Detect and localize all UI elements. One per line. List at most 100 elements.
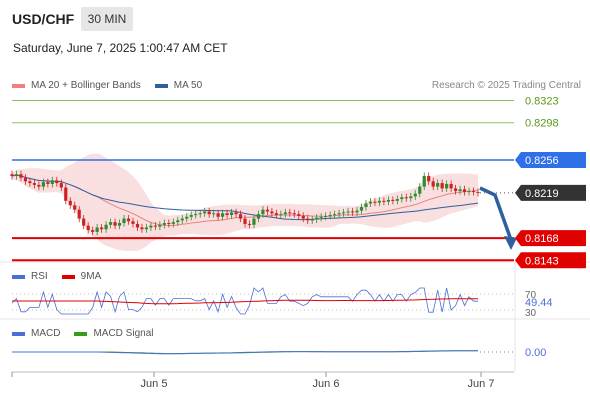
candle-body: [373, 201, 377, 203]
legend-label-9ma: 9MA: [80, 271, 102, 282]
candle-body: [355, 210, 359, 213]
macd-line: [12, 350, 478, 355]
candle-body: [418, 186, 422, 194]
candle-body: [234, 212, 238, 215]
candle-body: [445, 183, 449, 189]
candle-body: [50, 180, 54, 184]
legend-item-9ma[interactable]: 9MA: [61, 271, 102, 282]
candle-body: [216, 213, 220, 217]
level-label: 0.8168: [525, 233, 559, 245]
candle-body: [189, 215, 193, 217]
candle-body: [256, 214, 261, 219]
forecast-arrowhead: [504, 236, 517, 250]
legend-label-ma50: MA 50: [173, 80, 203, 91]
legend-item-macd-signal[interactable]: MACD Signal: [74, 328, 153, 339]
candle-body: [449, 183, 453, 189]
candle-body: [413, 193, 417, 197]
legend-item-ma50[interactable]: MA 50: [154, 80, 203, 91]
legend-label-ma20: MA 20 + Bollinger Bands: [31, 80, 141, 91]
candle-body: [10, 174, 14, 176]
datetime-label: Saturday, June 7, 2025 1:00:47 AM CET: [13, 41, 228, 55]
candle-body: [113, 222, 117, 226]
candle-body: [176, 220, 180, 223]
timeframe-button[interactable]: 30 MIN: [81, 7, 133, 31]
candle-body: [243, 218, 247, 224]
candle-body: [319, 216, 323, 218]
candle-body: [467, 191, 471, 193]
candle-body: [283, 212, 287, 215]
candle-body: [194, 214, 198, 216]
legend-label-rsi: RSI: [31, 271, 48, 282]
candle-body: [382, 200, 386, 202]
candle-body: [404, 197, 408, 199]
legend-item-ma20[interactable]: MA 20 + Bollinger Bands: [12, 80, 141, 91]
candle-body: [409, 196, 413, 199]
candle-body: [91, 230, 95, 232]
candle-body: [476, 191, 480, 193]
macd-signal-swatch: [74, 331, 88, 336]
candle-body: [368, 201, 373, 204]
candle-body: [301, 215, 305, 219]
candle-body: [117, 223, 122, 226]
candle-body: [32, 183, 37, 185]
candle-body: [270, 211, 274, 214]
legend-label-macd: MACD: [31, 328, 61, 339]
candle-body: [122, 218, 126, 224]
candle-body: [126, 218, 131, 222]
candle-body: [64, 187, 68, 201]
candle-body: [310, 219, 314, 221]
candle-body: [41, 182, 45, 187]
level-label: 0.8256: [525, 155, 559, 167]
candle-body: [19, 174, 23, 178]
candle-body: [297, 214, 301, 216]
rsi-level-label: 70: [525, 290, 537, 301]
rsi-swatch: [12, 274, 25, 279]
candle-body: [212, 213, 216, 215]
candle-body: [23, 177, 28, 182]
candle-body: [337, 213, 341, 215]
ma20-swatch: [12, 83, 25, 88]
candle-body: [46, 182, 50, 184]
level-badge: [515, 230, 586, 247]
level-badge: [515, 184, 586, 201]
candle-body: [55, 180, 59, 184]
forecast-arrow: [479, 186, 513, 241]
main-legend: MA 20 + Bollinger Bands MA 50: [12, 80, 216, 91]
x-tick-label: Jun 5: [141, 378, 168, 390]
candle-body: [135, 223, 140, 228]
candle-body: [279, 214, 283, 216]
candle-body: [453, 188, 458, 192]
candle-body: [422, 175, 426, 187]
candle-body: [104, 224, 108, 230]
candle-body: [229, 212, 234, 216]
candle-body: [238, 214, 243, 219]
candle-body: [458, 189, 462, 192]
candle-body: [149, 225, 153, 228]
macd-value-label: 0.00: [525, 347, 546, 359]
level-label: 0.8143: [525, 255, 559, 267]
macd-legend: MACD MACD Signal: [12, 328, 167, 339]
candle-body: [203, 211, 207, 214]
candle-body: [440, 183, 444, 189]
candle-body: [350, 211, 355, 213]
candle-body: [131, 221, 135, 224]
candle-body: [471, 191, 476, 193]
candle-body: [144, 227, 149, 230]
rsi-level-label: 30: [525, 308, 537, 319]
candle-body: [108, 222, 113, 225]
candle-body: [162, 223, 166, 225]
candle-body: [391, 199, 395, 201]
candle-body: [386, 199, 390, 202]
candle-body: [328, 215, 332, 217]
9ma-swatch: [61, 274, 75, 279]
candle-body: [153, 225, 157, 227]
candle-body: [247, 223, 252, 225]
legend-item-macd[interactable]: MACD: [12, 328, 60, 339]
candle-body: [14, 174, 19, 176]
legend-item-rsi[interactable]: RSI: [12, 271, 48, 282]
level-badge: [515, 152, 586, 168]
candle-body: [59, 183, 63, 188]
bollinger-band: [12, 153, 478, 252]
candle-body: [167, 223, 171, 225]
